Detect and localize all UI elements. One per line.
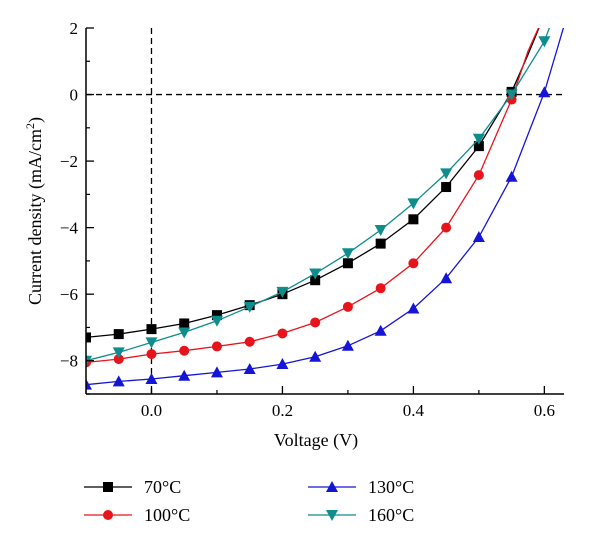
data-point-1-6: [277, 328, 288, 339]
data-point-2-2: [145, 373, 158, 385]
legend-marker-1: [103, 510, 113, 520]
data-point-2-3: [178, 369, 191, 381]
data-point-1-11: [441, 222, 452, 233]
data-point-1-12: [473, 170, 484, 181]
x-tick-label-1: 0.2: [272, 401, 293, 420]
y-axis-label-exponent: 2: [23, 123, 37, 129]
y-tick-label-3: −2: [60, 152, 78, 171]
data-point-1-5: [244, 336, 255, 347]
data-point-0-3: [179, 318, 190, 329]
legend-item-0: 70°C: [84, 477, 181, 497]
data-point-1-9: [375, 283, 386, 294]
legend-item-2: 130°C: [308, 477, 414, 497]
data-point-1-7: [310, 317, 321, 328]
y-tick-label-4: 0: [70, 86, 79, 105]
legend-label-3: 160°C: [368, 505, 414, 525]
data-point-3-14: [538, 36, 551, 48]
series-line-1: [86, 28, 540, 364]
data-point-3-1: [112, 347, 125, 359]
data-point-0-1: [113, 329, 124, 340]
data-point-3-4: [210, 315, 223, 327]
data-point-2-7: [309, 350, 322, 362]
data-point-0-4: [211, 310, 222, 321]
legend-label-0: 70°C: [144, 477, 181, 497]
data-point-3-7: [309, 268, 322, 280]
data-point-0-0: [86, 332, 91, 343]
data-point-3-5: [243, 301, 256, 313]
series-line-0: [86, 28, 540, 339]
legend-item-3: 160°C: [308, 505, 414, 525]
data-point-2-4: [210, 366, 223, 378]
data-point-3-3: [178, 327, 191, 339]
y-axis-label-close: ): [25, 117, 46, 123]
series-1: [86, 28, 540, 368]
legend-item-1: 100°C: [84, 505, 190, 525]
legend: 70°C 100°C 130°C 160°C: [84, 477, 414, 525]
series-line-2: [86, 28, 564, 386]
data-point-3-8: [341, 248, 354, 260]
data-point-2-9: [374, 324, 387, 336]
legend-marker-0: [103, 482, 113, 492]
y-axis-label-main: Current density (mA/cm: [25, 129, 46, 305]
data-point-3-2: [145, 337, 158, 349]
data-point-1-4: [211, 341, 222, 352]
legend-label-2: 130°C: [368, 477, 414, 497]
data-point-3-10: [407, 198, 420, 210]
data-point-2-5: [243, 363, 256, 375]
data-point-1-1: [113, 354, 124, 365]
axes: 0.0 0.2 0.4 0.6 −8 −6 −4 −2 0 2: [60, 19, 564, 420]
data-point-0-2: [146, 324, 157, 335]
data-point-3-9: [374, 224, 387, 236]
legend-marker-2: [326, 481, 338, 492]
data-point-2-6: [276, 358, 289, 370]
y-axis-label: Current density (mA/cm2): [23, 117, 46, 305]
data-point-2-13: [505, 170, 518, 182]
data-point-2-10: [407, 302, 420, 314]
data-point-0-12: [473, 141, 484, 152]
x-tick-label-3: 0.6: [534, 401, 555, 420]
data-point-2-1: [112, 375, 125, 387]
data-point-3-13: [505, 89, 518, 101]
y-tick-label-1: −6: [60, 285, 78, 304]
y-tick-label-2: −4: [60, 219, 79, 238]
data-point-2-11: [440, 272, 453, 284]
x-tick-label-0: 0.0: [141, 401, 162, 420]
x-tick-label-2: 0.4: [403, 401, 425, 420]
y-tick-label-0: −8: [60, 352, 78, 371]
series-3: [86, 28, 551, 367]
data-point-1-10: [408, 258, 419, 269]
legend-marker-3: [326, 510, 338, 521]
data-point-1-2: [146, 349, 157, 360]
x-axis-label: Voltage (V): [274, 430, 358, 451]
y-tick-label-5: 2: [70, 19, 79, 38]
data-point-0-7: [310, 275, 321, 286]
data-point-3-6: [276, 286, 289, 298]
data-point-1-3: [179, 345, 190, 356]
series-line-3: [86, 28, 550, 362]
series-0: [86, 28, 540, 343]
data-point-0-10: [408, 214, 419, 225]
data-point-0-11: [441, 182, 452, 193]
legend-label-1: 100°C: [144, 505, 190, 525]
data-point-2-0: [86, 378, 92, 390]
series-2: [86, 28, 564, 390]
data-point-1-8: [342, 301, 353, 312]
data-point-0-9: [375, 238, 386, 249]
data-point-0-8: [342, 258, 353, 269]
data-point-3-12: [472, 133, 485, 145]
data-point-3-11: [440, 168, 453, 180]
data-point-2-8: [341, 339, 354, 351]
data-point-2-14: [538, 86, 551, 98]
data-point-2-12: [472, 230, 485, 242]
plot-area: [86, 28, 564, 394]
